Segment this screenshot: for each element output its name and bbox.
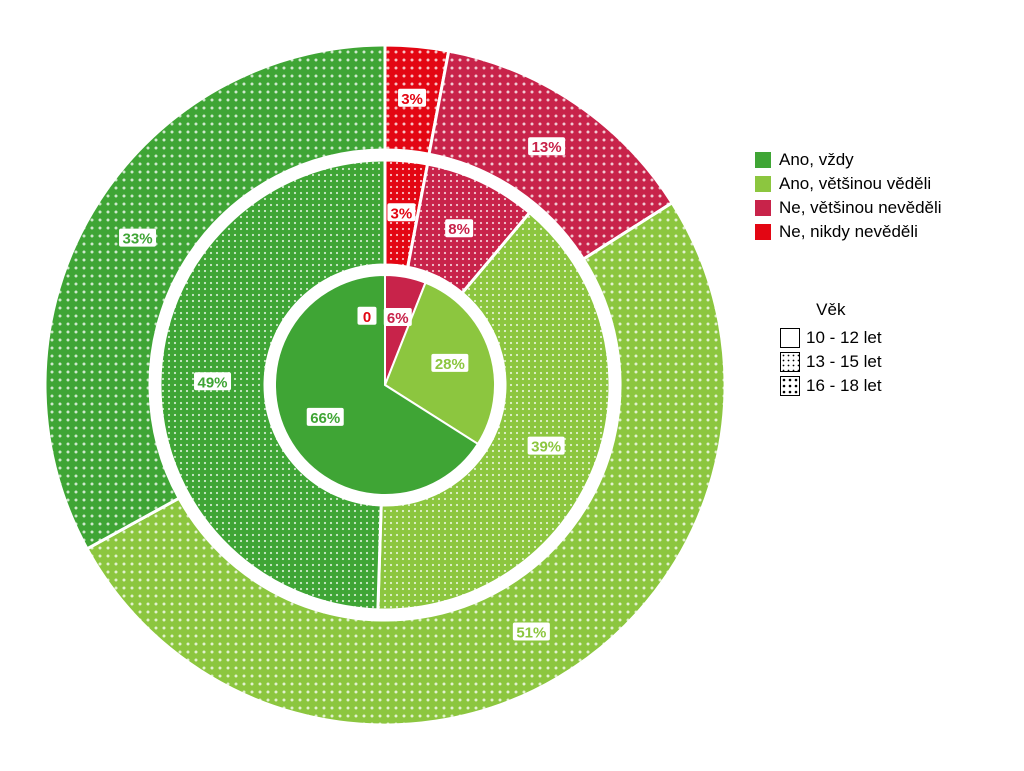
ring-inner [275, 275, 495, 495]
label-middle-ne_vetsinou: 8% [448, 221, 470, 238]
age-legend-item: 10 - 12 let [780, 328, 882, 348]
label-inner-ano_vetsinou: 28% [435, 356, 465, 373]
label-outer-ano_vetsinou: 51% [516, 624, 546, 641]
legend-item: Ne, nikdy nevěděli [755, 222, 942, 242]
age-legend-swatch [780, 376, 800, 396]
legend-item: Ano, většinou věděli [755, 174, 942, 194]
label-inner-ne_nikdy: 0 [363, 309, 371, 326]
label-inner-ano_vzdy: 66% [310, 410, 340, 427]
label-middle-ne_nikdy: 3% [391, 205, 413, 222]
age-legend-label: 10 - 12 let [806, 328, 882, 348]
legend-item: Ano, vždy [755, 150, 942, 170]
legend-item: Ne, většinou nevěděli [755, 198, 942, 218]
age-legend-item: 13 - 15 let [780, 352, 882, 372]
age-legend-swatch [780, 328, 800, 348]
label-outer-ne_nikdy: 3% [401, 91, 423, 108]
label-outer-ano_vzdy: 33% [123, 231, 153, 248]
legend-label: Ne, nikdy nevěděli [779, 222, 918, 242]
age-legend-item: 16 - 18 let [780, 376, 882, 396]
legend-swatch [755, 200, 771, 216]
legend-label: Ne, většinou nevěděli [779, 198, 942, 218]
category-legend: Ano, vždy Ano, většinou věděli Ne, většino… [755, 150, 942, 246]
label-middle-ano_vetsinou: 39% [531, 439, 561, 456]
age-legend-label: 13 - 15 let [806, 352, 882, 372]
legend-label: Ano, vždy [779, 150, 854, 170]
age-legend: Věk 10 - 12 let 13 - 15 let 16 - 18 let [780, 300, 882, 400]
label-outer-ne_vetsinou: 13% [532, 139, 562, 156]
age-legend-title: Věk [780, 300, 882, 320]
label-middle-ano_vzdy: 49% [198, 374, 228, 391]
age-legend-swatch [780, 352, 800, 372]
nested-donut-chart: 0 6% 28% 66% 3% 8% 39% 49% 3% 13% 51% 33% [40, 40, 730, 730]
label-inner-ne_vetsinou: 6% [387, 310, 409, 327]
legend-swatch [755, 224, 771, 240]
legend-label: Ano, většinou věděli [779, 174, 931, 194]
legend-swatch [755, 152, 771, 168]
legend-swatch [755, 176, 771, 192]
age-legend-label: 16 - 18 let [806, 376, 882, 396]
